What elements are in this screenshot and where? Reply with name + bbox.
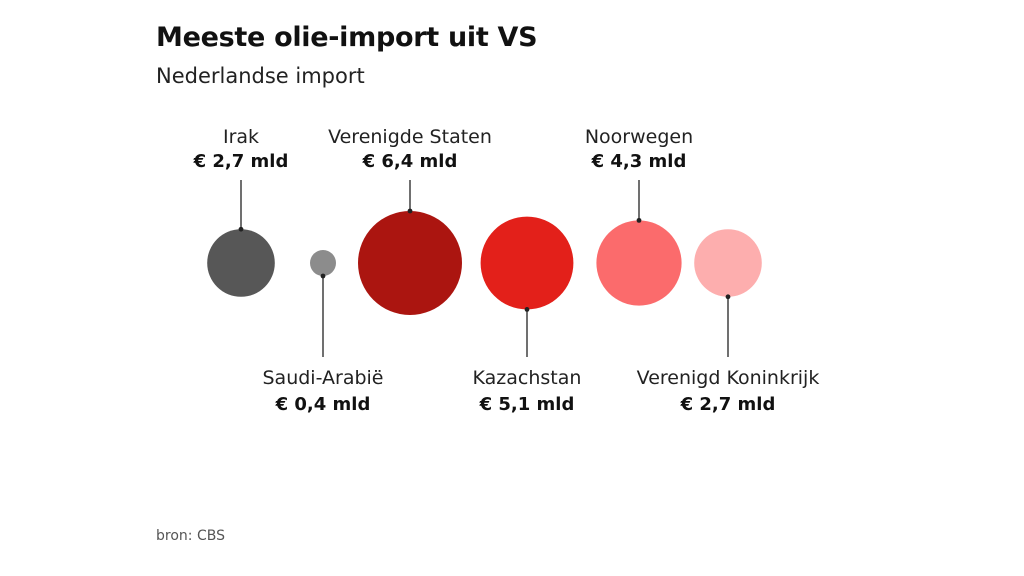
bubble-label-value-1: € 0,4 mld	[275, 394, 371, 415]
bubble-3	[480, 216, 574, 310]
bubble-label-name-0: Irak	[223, 126, 259, 148]
bubble-2	[358, 211, 462, 315]
bubble-5	[694, 229, 762, 297]
bubble-label-name-1: Saudi-Arabië	[262, 367, 383, 389]
leader-dot-5	[725, 294, 731, 300]
bubble-label-value-4: € 4,3 mld	[591, 151, 687, 172]
leader-lines	[238, 180, 731, 357]
bubble-layer	[207, 211, 762, 315]
bubble-labels: Irak € 2,7 mld Saudi-Arabië € 0,4 mld Vereni…	[193, 126, 820, 415]
bubble-label-name-4: Noorwegen	[585, 126, 693, 148]
source-note: bron: CBS	[156, 528, 225, 544]
bubble-label-value-3: € 5,1 mld	[479, 394, 575, 415]
bubble-label-value-5: € 2,7 mld	[680, 394, 776, 415]
bubble-label-value-2: € 6,4 mld	[362, 151, 458, 172]
bubble-label-value-0: € 2,7 mld	[193, 151, 289, 172]
chart-title: Meeste olie-import uit VS	[156, 22, 538, 53]
bubble-label-name-3: Kazachstan	[473, 367, 582, 389]
leader-dot-1	[320, 273, 326, 279]
bubble-4	[596, 220, 682, 306]
bubble-0	[207, 229, 275, 297]
bubble-1	[310, 250, 336, 276]
leader-dot-2	[407, 208, 413, 214]
leader-dot-3	[524, 307, 530, 312]
leader-dot-0	[238, 226, 244, 232]
leader-dot-4	[636, 217, 642, 223]
chart-subtitle: Nederlandse import	[156, 64, 365, 88]
bubble-label-name-2: Verenigde Staten	[328, 126, 492, 148]
bubble-label-name-5: Verenigd Koninkrijk	[637, 367, 820, 389]
